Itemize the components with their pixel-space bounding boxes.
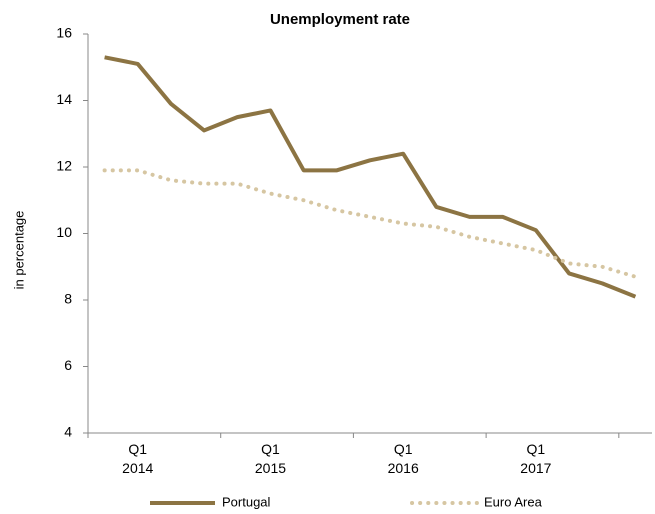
y-tick-label: 6 bbox=[64, 357, 72, 373]
x-tick-label: Q1 2015 bbox=[254, 441, 287, 476]
x-tick-label: Q1 2017 bbox=[520, 441, 552, 476]
y-axis-label: in percentage bbox=[11, 211, 26, 290]
y-tick-label: 16 bbox=[56, 25, 72, 41]
x-tick-label: Q1 2014 bbox=[122, 441, 154, 476]
legend-label: Portugal bbox=[222, 494, 271, 509]
x-tick-label: Q1 2016 bbox=[387, 441, 419, 476]
series-line bbox=[102, 168, 638, 279]
y-tick-label: 12 bbox=[56, 158, 72, 174]
chart-title: Unemployment rate bbox=[270, 11, 410, 28]
y-tick-label: 8 bbox=[64, 291, 72, 307]
series-line bbox=[104, 55, 637, 299]
y-tick-label: 10 bbox=[56, 224, 72, 240]
y-tick-label: 4 bbox=[64, 424, 72, 440]
y-tick-label: 14 bbox=[56, 91, 72, 107]
legend-label: Euro Area bbox=[484, 494, 543, 509]
